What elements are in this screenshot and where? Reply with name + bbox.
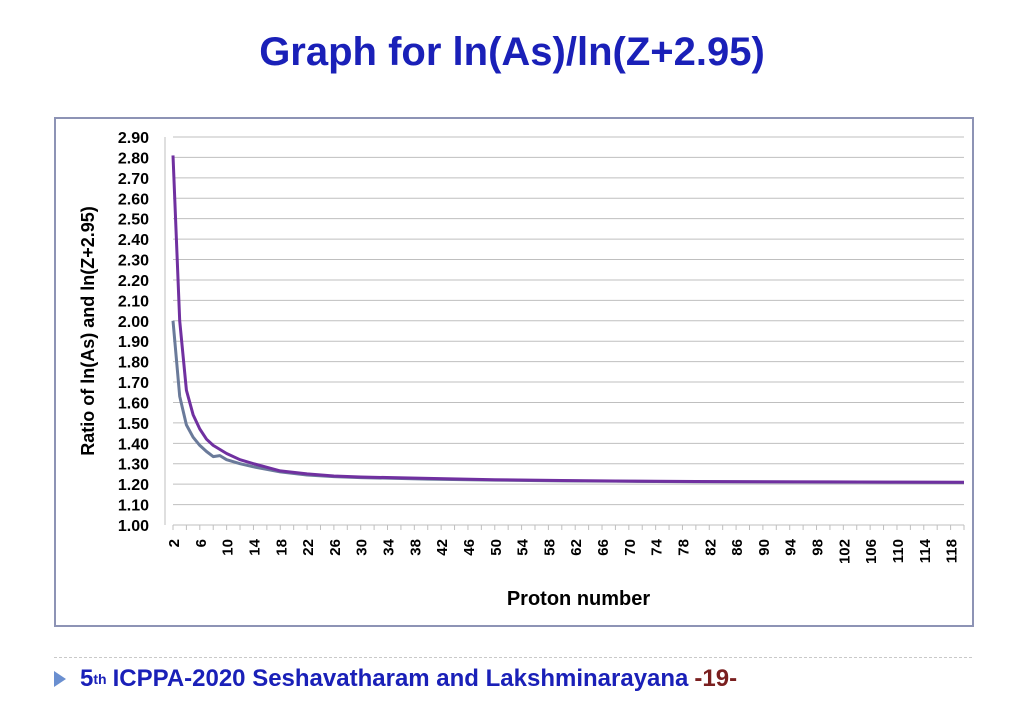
y-tick-label: 1.30 bbox=[118, 457, 149, 474]
chart-frame: 1.00 1.10 1.20 1.30 1.40 1.50 1.60 1.70 1.80 1.90… bbox=[54, 117, 974, 627]
y-tick-label: 2.60 bbox=[118, 191, 149, 208]
y-tick-label: 1.70 bbox=[118, 375, 149, 392]
y-tick-label: 1.60 bbox=[118, 395, 149, 412]
x-tick-label: 26 bbox=[327, 539, 344, 556]
x-tick-label: 74 bbox=[649, 538, 666, 555]
x-tick-label: 22 bbox=[300, 539, 317, 556]
x-axis-title: Proton number bbox=[507, 588, 651, 610]
series-lines bbox=[171, 155, 965, 484]
x-tick-label: 118 bbox=[944, 539, 961, 563]
line-chart: 1.00 1.10 1.20 1.30 1.40 1.50 1.60 1.70 1.80 1.90… bbox=[78, 130, 965, 610]
footer-text: ICPPA-2020 Seshavatharam and Lakshminara… bbox=[112, 665, 689, 692]
y-tick-label: 2.40 bbox=[118, 232, 149, 249]
x-tick-label: 30 bbox=[354, 539, 371, 556]
y-tick-label: 1.10 bbox=[118, 498, 149, 515]
x-tick-label: 66 bbox=[595, 539, 612, 556]
y-tick-label: 2.10 bbox=[118, 293, 149, 310]
grid-lines bbox=[164, 136, 965, 530]
x-tick-label: 18 bbox=[273, 539, 290, 556]
y-tick-label: 2.90 bbox=[118, 130, 149, 147]
series-line bbox=[171, 320, 965, 484]
x-tick-label: 46 bbox=[461, 539, 478, 556]
y-tick-label: 1.90 bbox=[118, 334, 149, 351]
x-tick-label: 90 bbox=[756, 539, 773, 556]
footer-divider bbox=[54, 657, 972, 658]
footer-ordinal-suffix: th bbox=[93, 671, 107, 687]
y-tick-label: 2.80 bbox=[118, 150, 149, 167]
x-tick-label: 42 bbox=[434, 539, 451, 556]
y-axis-title: Ratio of ln(As) and ln(Z+2.95) bbox=[78, 206, 98, 456]
y-tick-label: 1.00 bbox=[118, 518, 149, 535]
page-number: -19- bbox=[694, 665, 738, 692]
y-tick-label: 2.50 bbox=[118, 212, 149, 229]
y-tick-label: 1.80 bbox=[118, 355, 149, 372]
y-tick-label: 2.00 bbox=[118, 314, 149, 331]
x-tick-label: 102 bbox=[836, 539, 853, 564]
footer-ordinal: 5 bbox=[80, 665, 94, 692]
x-tick-label: 98 bbox=[810, 539, 827, 556]
x-tick-label: 86 bbox=[729, 539, 746, 556]
x-tick-label: 70 bbox=[622, 539, 639, 556]
y-tick-label: 2.70 bbox=[118, 171, 149, 188]
series-line bbox=[171, 155, 965, 484]
x-tick-label: 78 bbox=[675, 539, 692, 556]
x-tick-label: 6 bbox=[193, 539, 210, 547]
x-tick-label: 106 bbox=[863, 539, 880, 564]
x-tick-label: 54 bbox=[515, 538, 532, 555]
x-tick-label: 50 bbox=[488, 539, 505, 556]
y-tick-label: 2.30 bbox=[118, 253, 149, 270]
x-tick-label: 10 bbox=[220, 539, 237, 556]
y-tick-label: 1.40 bbox=[118, 436, 149, 453]
x-tick-label: 62 bbox=[568, 539, 585, 556]
x-tick-label: 14 bbox=[246, 538, 263, 555]
x-tick-label: 114 bbox=[917, 538, 934, 563]
x-tick-label: 58 bbox=[541, 539, 558, 556]
y-tick-label: 1.50 bbox=[118, 416, 149, 433]
slide-title: Graph for ln(As)/ln(Z+2.95) bbox=[259, 30, 765, 74]
x-tick-label: 110 bbox=[890, 539, 907, 563]
x-tick-labels: 2 6 10 14 18 22 26 30 34 38 42 46 50 54 58 62 66 70 74 78 82… bbox=[166, 538, 961, 564]
x-tick-label: 38 bbox=[407, 539, 424, 556]
x-tick-label: 82 bbox=[702, 539, 719, 556]
x-tick-label: 2 bbox=[166, 539, 183, 547]
y-tick-label: 1.20 bbox=[118, 477, 149, 494]
y-tick-label: 2.20 bbox=[118, 273, 149, 290]
bullet-triangle-icon bbox=[54, 671, 66, 687]
y-tick-labels: 1.00 1.10 1.20 1.30 1.40 1.50 1.60 1.70 1.80 1.90… bbox=[118, 130, 149, 535]
x-tick-label: 34 bbox=[381, 538, 398, 555]
x-tick-label: 94 bbox=[783, 538, 800, 555]
